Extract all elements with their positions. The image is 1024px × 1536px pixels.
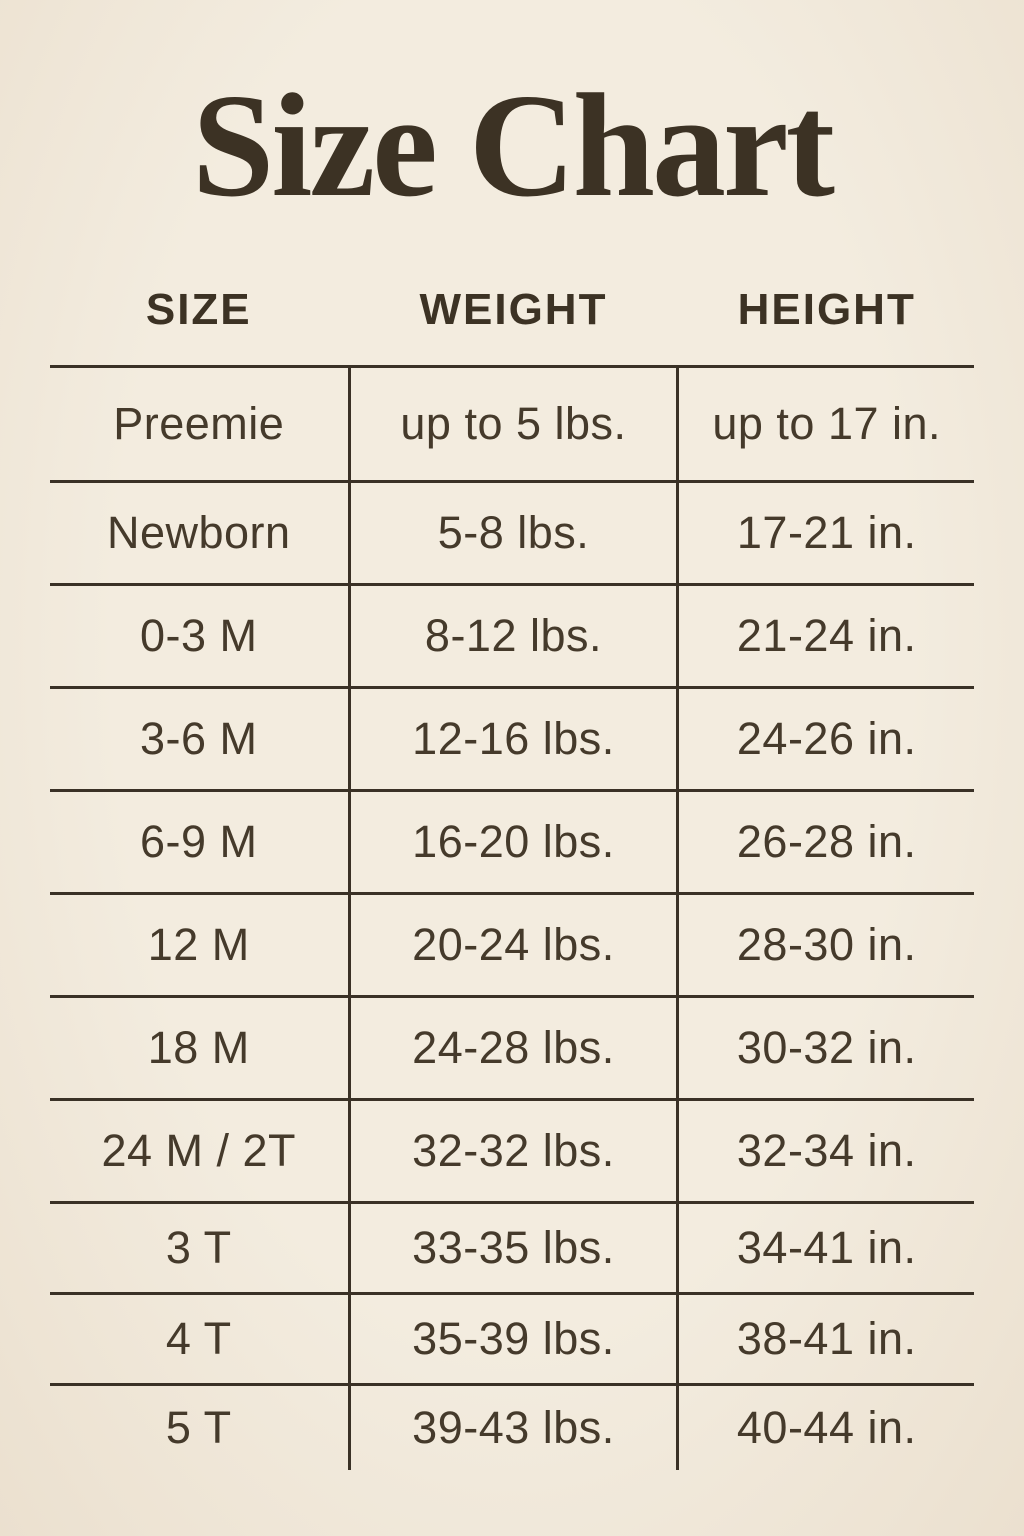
height-cell: 24-26 in.	[676, 689, 974, 789]
size-table: SIZE WEIGHT HEIGHT Preemie up to 5 lbs. up…	[50, 220, 974, 1470]
column-header-height: HEIGHT	[737, 285, 916, 334]
height-cell: 21-24 in.	[676, 586, 974, 686]
size-cell: 24 M / 2T	[101, 1125, 297, 1176]
table-body: Preemie up to 5 lbs. up to 17 in. Newborn 5-…	[50, 368, 974, 1470]
size-cell: 0-3 M	[139, 610, 258, 661]
size-cell: 18 M	[147, 1022, 250, 1073]
size-cell: Newborn	[106, 507, 291, 558]
height-cell: 17-21 in.	[676, 483, 974, 583]
table-row: 3-6 M 12-16 lbs. 24-26 in.	[50, 689, 974, 792]
size-cell: 3 T	[165, 1222, 232, 1273]
weight-cell: 33-35 lbs.	[347, 1204, 677, 1292]
weight-cell: 16-20 lbs.	[347, 792, 677, 892]
column-header-weight: WEIGHT	[419, 285, 608, 334]
column-header-size: SIZE	[145, 285, 252, 334]
height-cell: 32-34 in.	[676, 1101, 974, 1201]
weight-cell: 20-24 lbs.	[347, 895, 677, 995]
height-cell: 34-41 in.	[676, 1204, 974, 1292]
size-cell: 12 M	[147, 919, 250, 970]
height-cell: 40-44 in.	[676, 1386, 974, 1470]
table-row: 5 T 39-43 lbs. 40-44 in.	[50, 1386, 974, 1470]
height-cell: 28-30 in.	[676, 895, 974, 995]
size-cell: 3-6 M	[139, 713, 258, 764]
table-header-row: SIZE WEIGHT HEIGHT	[50, 220, 974, 368]
size-cell: 5 T	[165, 1402, 232, 1453]
weight-cell: 35-39 lbs.	[347, 1295, 677, 1383]
weight-cell: 12-16 lbs.	[347, 689, 677, 789]
page-title: Size Chart	[192, 64, 835, 228]
table-row: 4 T 35-39 lbs. 38-41 in.	[50, 1295, 974, 1386]
weight-cell: 8-12 lbs.	[347, 586, 677, 686]
table-row: 3 T 33-35 lbs. 34-41 in.	[50, 1204, 974, 1295]
height-cell: 30-32 in.	[676, 998, 974, 1098]
size-cell: 4 T	[165, 1313, 232, 1364]
table-row: 0-3 M 8-12 lbs. 21-24 in.	[50, 586, 974, 689]
size-cell: Preemie	[113, 398, 285, 449]
table-row: 6-9 M 16-20 lbs. 26-28 in.	[50, 792, 974, 895]
table-row: 12 M 20-24 lbs. 28-30 in.	[50, 895, 974, 998]
size-cell: 6-9 M	[139, 816, 258, 867]
weight-cell: 24-28 lbs.	[347, 998, 677, 1098]
table-row: 24 M / 2T 32-32 lbs. 32-34 in.	[50, 1101, 974, 1204]
height-cell: 38-41 in.	[676, 1295, 974, 1383]
height-cell: 26-28 in.	[676, 792, 974, 892]
table-row: Preemie up to 5 lbs. up to 17 in.	[50, 368, 974, 483]
table-row: 18 M 24-28 lbs. 30-32 in.	[50, 998, 974, 1101]
weight-cell: 32-32 lbs.	[347, 1101, 677, 1201]
weight-cell: up to 5 lbs.	[347, 368, 677, 480]
table-row: Newborn 5-8 lbs. 17-21 in.	[50, 483, 974, 586]
height-cell: up to 17 in.	[676, 368, 974, 480]
weight-cell: 39-43 lbs.	[347, 1386, 677, 1470]
weight-cell: 5-8 lbs.	[347, 483, 677, 583]
